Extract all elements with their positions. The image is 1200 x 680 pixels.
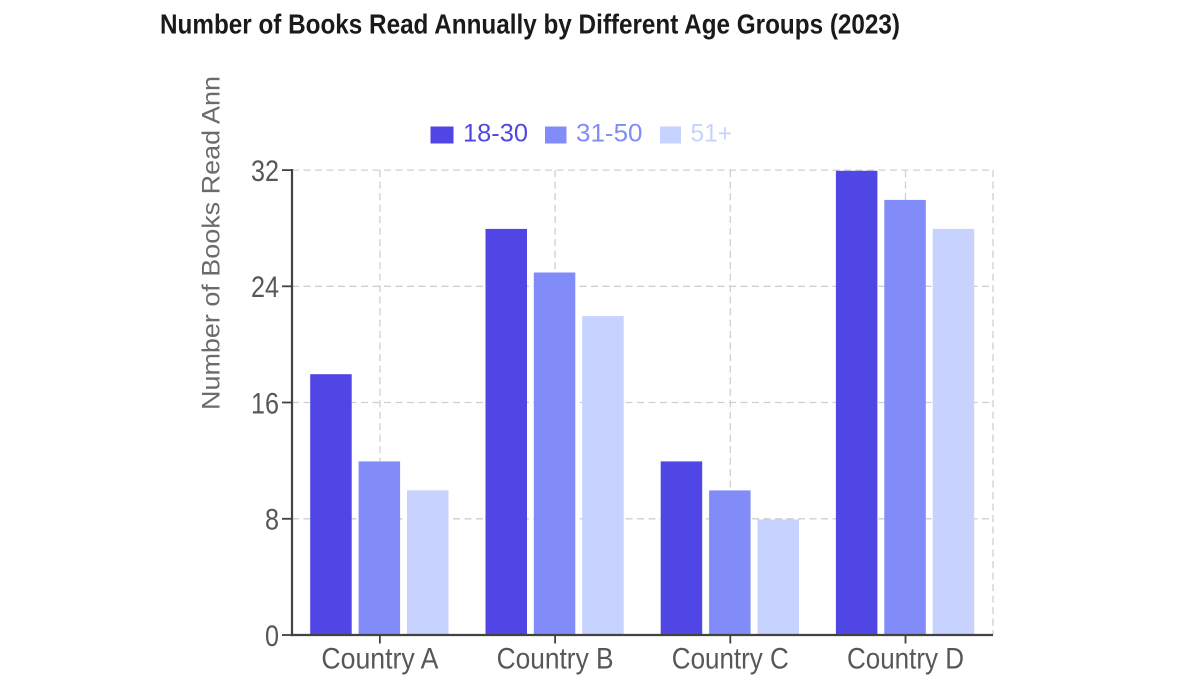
svg-text:8: 8 [265, 504, 279, 537]
svg-text:Country B: Country B [497, 643, 614, 676]
svg-text:31-50: 31-50 [576, 120, 643, 148]
svg-text:Number of Books Read Ann: Number of Books Read Ann [198, 76, 226, 410]
svg-text:24: 24 [251, 271, 279, 304]
svg-text:Country A: Country A [321, 643, 438, 676]
svg-text:18-30: 18-30 [463, 120, 528, 148]
svg-text:32: 32 [251, 155, 279, 188]
svg-text:Number of Books Read Annually: Number of Books Read Annually by Differe… [160, 9, 900, 40]
svg-text:16: 16 [251, 387, 279, 420]
svg-text:51+: 51+ [691, 120, 733, 148]
svg-text:0: 0 [265, 620, 279, 653]
svg-text:Country D: Country D [847, 643, 964, 676]
svg-text:Country C: Country C [672, 643, 789, 676]
